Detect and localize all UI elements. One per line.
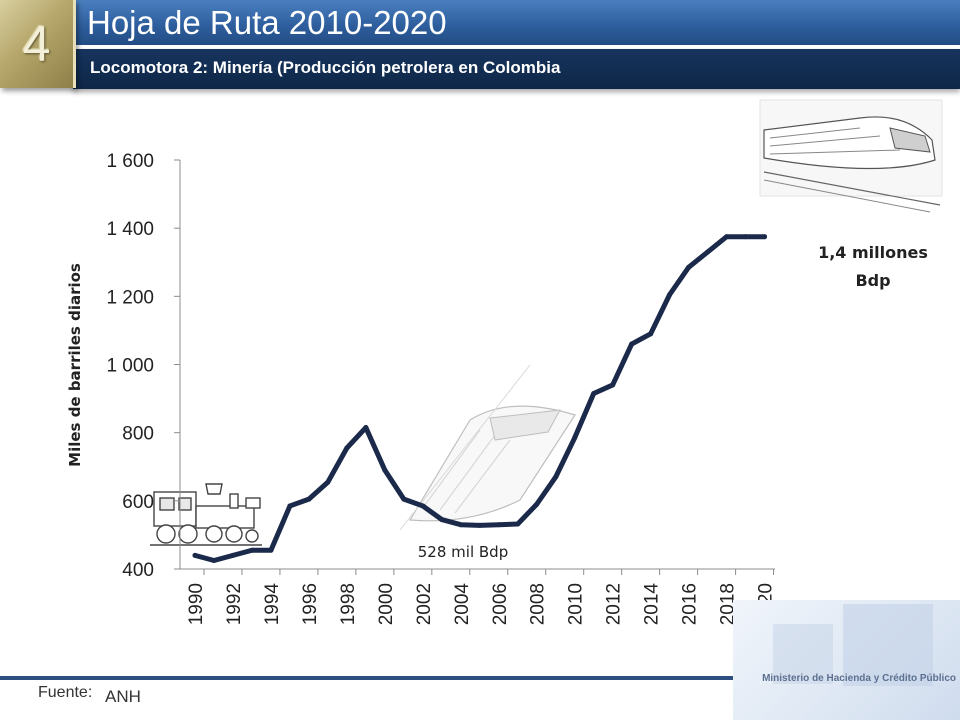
data-point bbox=[534, 501, 540, 507]
x-tick-label: 2010 bbox=[566, 583, 587, 625]
data-point bbox=[667, 292, 673, 298]
section-badge: 4 bbox=[0, 0, 76, 88]
section-number: 4 bbox=[22, 16, 51, 72]
x-tick-label: 1996 bbox=[300, 583, 321, 625]
x-tick-label: 2002 bbox=[414, 583, 435, 625]
y-axis-label: Miles de barriles diarios bbox=[66, 263, 84, 467]
x-tick-label: 1998 bbox=[338, 583, 359, 625]
steam-locomotive-icon bbox=[150, 483, 262, 546]
y-tick-label: 1 000 bbox=[106, 356, 154, 377]
data-point bbox=[439, 517, 445, 523]
source-label: Fuente: bbox=[38, 684, 93, 701]
data-point bbox=[192, 552, 198, 558]
data-point bbox=[458, 522, 464, 528]
data-point bbox=[724, 234, 730, 240]
bullet-train-icon bbox=[759, 99, 943, 213]
subheader-bar bbox=[73, 49, 960, 89]
y-tick-label: 600 bbox=[122, 492, 154, 513]
x-tick-label: 2006 bbox=[490, 583, 511, 625]
data-point bbox=[591, 390, 597, 396]
data-point bbox=[420, 503, 426, 509]
data-point bbox=[230, 552, 236, 558]
x-tick-label: 2016 bbox=[680, 583, 701, 625]
data-point bbox=[382, 467, 388, 473]
x-tick-label: 2004 bbox=[452, 583, 473, 626]
annotation-min: 528 mil Bdp bbox=[418, 543, 508, 561]
data-point bbox=[306, 496, 312, 502]
slide-subtitle: Locomotora 2: Minería (Producción petrol… bbox=[90, 58, 561, 77]
data-point bbox=[553, 474, 559, 480]
y-tick-label: 800 bbox=[122, 424, 154, 445]
data-point bbox=[686, 264, 692, 270]
source-value: ANH bbox=[105, 687, 141, 706]
data-point bbox=[629, 341, 635, 347]
data-point bbox=[344, 445, 350, 451]
y-tick-label: 1 400 bbox=[106, 219, 154, 240]
data-point bbox=[572, 435, 578, 441]
footer-band bbox=[733, 600, 960, 720]
data-point bbox=[648, 331, 654, 337]
data-point bbox=[610, 382, 616, 388]
data-point bbox=[287, 503, 293, 509]
slide-title: Hoja de Ruta 2010-2020 bbox=[87, 4, 447, 41]
x-tick-label: 2000 bbox=[376, 583, 397, 625]
data-point bbox=[515, 521, 521, 527]
header-bar bbox=[73, 0, 960, 45]
data-point bbox=[211, 557, 217, 563]
faded-train-icon bbox=[399, 364, 576, 531]
annotation-target-line1: 1,4 millones bbox=[818, 243, 928, 262]
data-point bbox=[401, 496, 407, 502]
x-tick-label: 1994 bbox=[262, 583, 283, 626]
y-tick-label: 1 200 bbox=[106, 287, 154, 308]
data-point bbox=[496, 522, 502, 528]
data-point bbox=[705, 249, 711, 255]
ministry-logo-text: Ministerio de Hacienda y Crédito Público bbox=[762, 673, 956, 684]
data-point bbox=[249, 547, 255, 553]
x-tick-label: 2012 bbox=[604, 583, 625, 625]
y-tick-label: 1 600 bbox=[106, 151, 154, 172]
data-point bbox=[363, 425, 369, 431]
y-tick-label: 400 bbox=[122, 560, 154, 581]
data-point bbox=[325, 479, 331, 485]
data-point bbox=[477, 522, 483, 528]
x-tick-label: 2014 bbox=[642, 583, 663, 626]
data-point bbox=[268, 547, 274, 553]
x-tick-label: 1990 bbox=[186, 583, 207, 625]
data-point bbox=[743, 234, 749, 240]
data-point bbox=[762, 234, 768, 240]
x-tick-label: 2008 bbox=[528, 583, 549, 625]
annotation-target-line2: Bdp bbox=[855, 271, 890, 290]
x-tick-label: 1992 bbox=[224, 583, 245, 625]
bottom-divider bbox=[0, 676, 733, 680]
